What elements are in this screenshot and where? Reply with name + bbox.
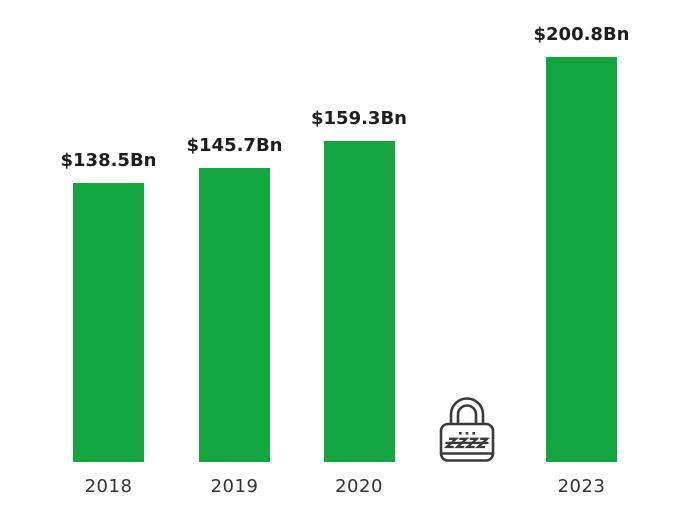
padlock-icon [439,397,495,467]
value-label-2023: $200.8Bn [533,24,630,45]
lock-body [439,422,495,462]
lock-dot [459,432,462,435]
bar-2019 [199,168,270,462]
lock-dot [472,432,475,435]
bar-2023 [546,57,617,462]
bar-2020 [323,141,395,462]
year-label-2023: 2023 [557,476,606,497]
value-label-2018: $138.5Bn [60,150,157,171]
bar-2018 [73,183,144,462]
year-label-2020: 2020 [335,476,383,497]
year-label-2019: 2019 [210,476,259,497]
value-label-2020: $159.3Bn [311,108,407,129]
lock-shackle-inner [456,404,478,425]
value-label-2019: $145.7Bn [186,135,283,156]
lock-shackle-outer [449,397,485,425]
lock-dot [465,432,469,435]
year-label-2018: 2018 [84,476,133,497]
